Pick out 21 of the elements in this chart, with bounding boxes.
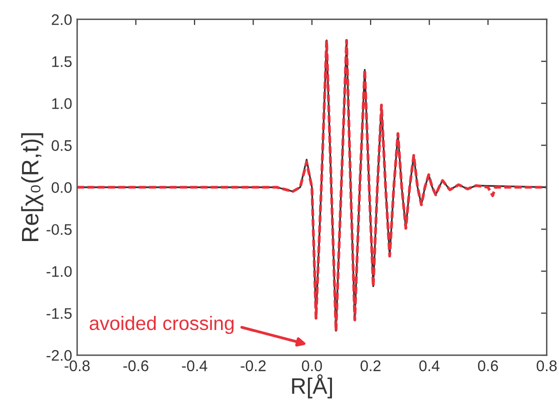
x-tick-label: -0.6 — [123, 360, 148, 372]
x-tick-label: 0.8 — [536, 360, 557, 372]
y-tick-label: -2.0 — [46, 350, 72, 361]
annotation: avoided crossing — [90, 316, 234, 334]
x-tick-label: 0.0 — [302, 360, 322, 372]
y-tick-label: 1.0 — [52, 98, 72, 109]
y-tick-label: 0.5 — [52, 140, 72, 151]
y-tick-label: -1.0 — [46, 266, 72, 277]
y-tick-label: 2.0 — [52, 14, 72, 26]
x-axis-title: R[Å] — [292, 374, 332, 398]
y-tick-label: -0.5 — [46, 224, 72, 235]
y-tick-label: 1.5 — [52, 56, 72, 68]
y-tick-label: 0.0 — [52, 182, 72, 193]
x-tick-label: -0.2 — [240, 360, 266, 372]
y-tick-label: -1.5 — [46, 308, 72, 319]
x-tick-label: 0.2 — [360, 360, 380, 372]
x-tick-label: -0.8 — [64, 360, 90, 372]
y-axis-title: Re[χ₀(R,t)] — [21, 133, 44, 242]
x-tick-label: -0.4 — [182, 360, 208, 372]
x-tick-label: 0.4 — [419, 360, 440, 372]
x-tick-label: 0.6 — [478, 360, 498, 372]
